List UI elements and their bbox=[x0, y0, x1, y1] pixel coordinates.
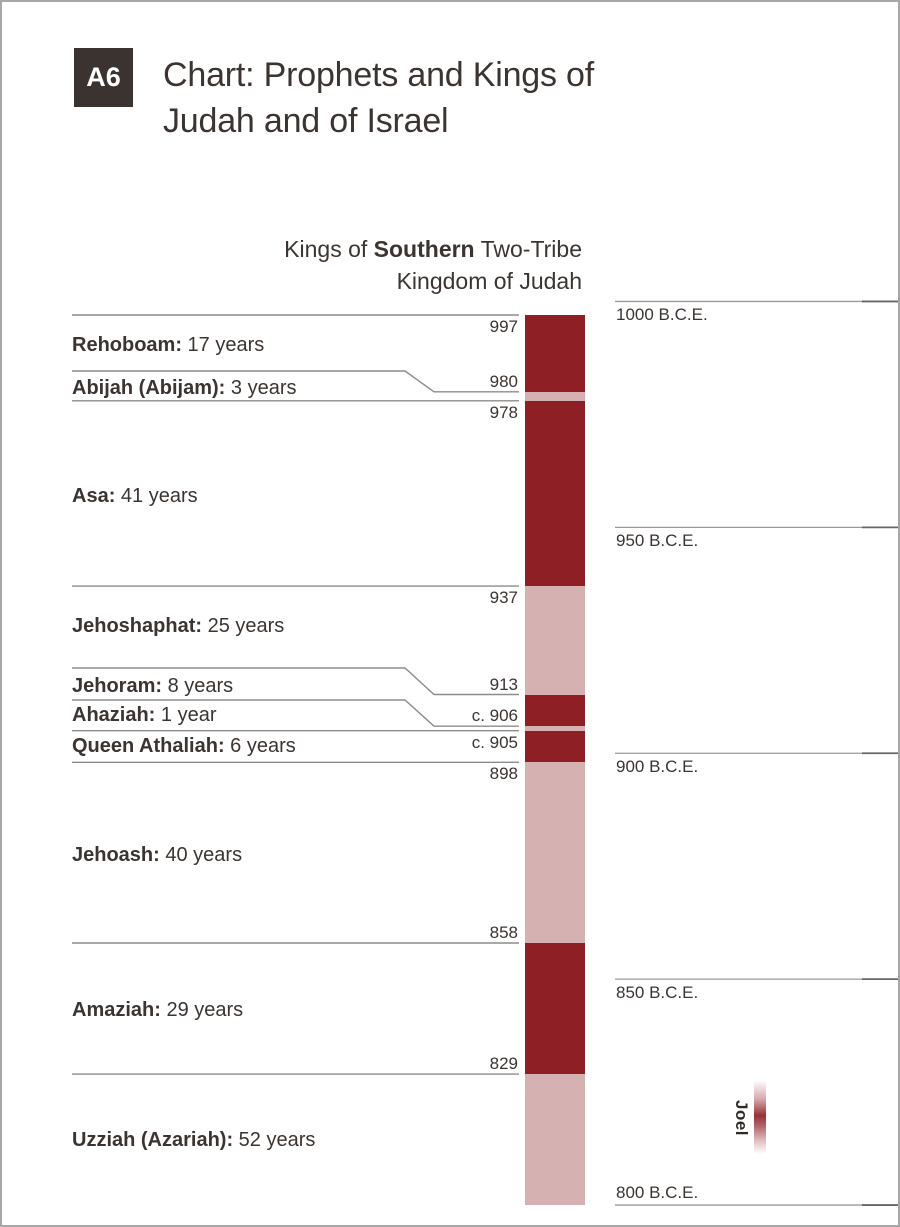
reign-divider-line bbox=[72, 667, 519, 696]
year-label: 937 bbox=[489, 588, 518, 608]
king-label: Jehoash: 40 years bbox=[72, 844, 243, 866]
king-label: Jehoram: 8 years bbox=[72, 675, 234, 697]
year-label: c. 906 bbox=[471, 706, 518, 726]
reign-bar-segment bbox=[525, 391, 585, 401]
king-label: Jehoshaphat: 25 years bbox=[72, 615, 285, 637]
reign-bar-segment bbox=[525, 726, 585, 731]
bce-tick-label: 1000 B.C.E. bbox=[616, 305, 708, 325]
chart-subtitle: Kings of Southern Two-Tribe Kingdom of J… bbox=[284, 233, 582, 297]
reign-bar-segment bbox=[525, 762, 585, 943]
year-label: 978 bbox=[489, 402, 518, 422]
reign-bar-segment bbox=[525, 586, 585, 695]
king-label: Asa: 41 years bbox=[72, 485, 198, 507]
chart-subtitle-line1: Kings of Southern Two-Tribe bbox=[284, 233, 582, 265]
year-label: c. 905 bbox=[471, 732, 518, 752]
reign-bar-segment bbox=[525, 943, 585, 1075]
reign-bar-segment bbox=[525, 315, 585, 392]
king-label: Abijah (Abijam): 3 years bbox=[72, 377, 297, 399]
reign-bar-segment bbox=[525, 694, 585, 727]
king-label: Queen Athaliah: 6 years bbox=[72, 735, 296, 757]
subtitle-text: Kings of bbox=[284, 236, 374, 262]
year-label: 858 bbox=[489, 923, 518, 942]
page-title: Chart: Prophets and Kings of Judah and o… bbox=[163, 56, 594, 140]
reign-bar-segment bbox=[525, 1074, 585, 1206]
king-label: Rehoboam: 17 years bbox=[72, 334, 265, 356]
king-label: Amaziah: 29 years bbox=[72, 999, 244, 1021]
year-label: 829 bbox=[489, 1054, 518, 1074]
year-label: 898 bbox=[489, 764, 518, 784]
reign-divider-line bbox=[72, 699, 519, 727]
prophet-joel-label: Joel bbox=[732, 1100, 751, 1137]
king-label: Uzziah (Azariah): 52 years bbox=[72, 1129, 316, 1151]
reign-divider-line bbox=[72, 370, 519, 393]
timeline-bar bbox=[525, 2, 585, 1225]
reign-bar-segment bbox=[525, 400, 585, 587]
reign-bar-segment bbox=[525, 730, 585, 763]
year-label: 997 bbox=[489, 317, 518, 336]
king-label: Ahaziah: 1 year bbox=[72, 704, 217, 726]
prophet-joel-period-marker bbox=[754, 1080, 766, 1154]
year-label: 980 bbox=[489, 371, 518, 391]
bce-tick-label: 900 B.C.E. bbox=[616, 757, 699, 777]
year-label: 913 bbox=[489, 674, 518, 694]
bce-tick-label: 950 B.C.E. bbox=[616, 531, 699, 551]
bce-tick-label: 800 B.C.E. bbox=[616, 1183, 699, 1203]
subtitle-text: Two-Tribe bbox=[474, 236, 582, 262]
bce-tick-label: 850 B.C.E. bbox=[616, 983, 699, 1003]
chart-subtitle-line2: Kingdom of Judah bbox=[396, 268, 582, 294]
subtitle-bold-text: Southern bbox=[373, 236, 475, 262]
appendix-badge: A6 bbox=[74, 48, 133, 107]
